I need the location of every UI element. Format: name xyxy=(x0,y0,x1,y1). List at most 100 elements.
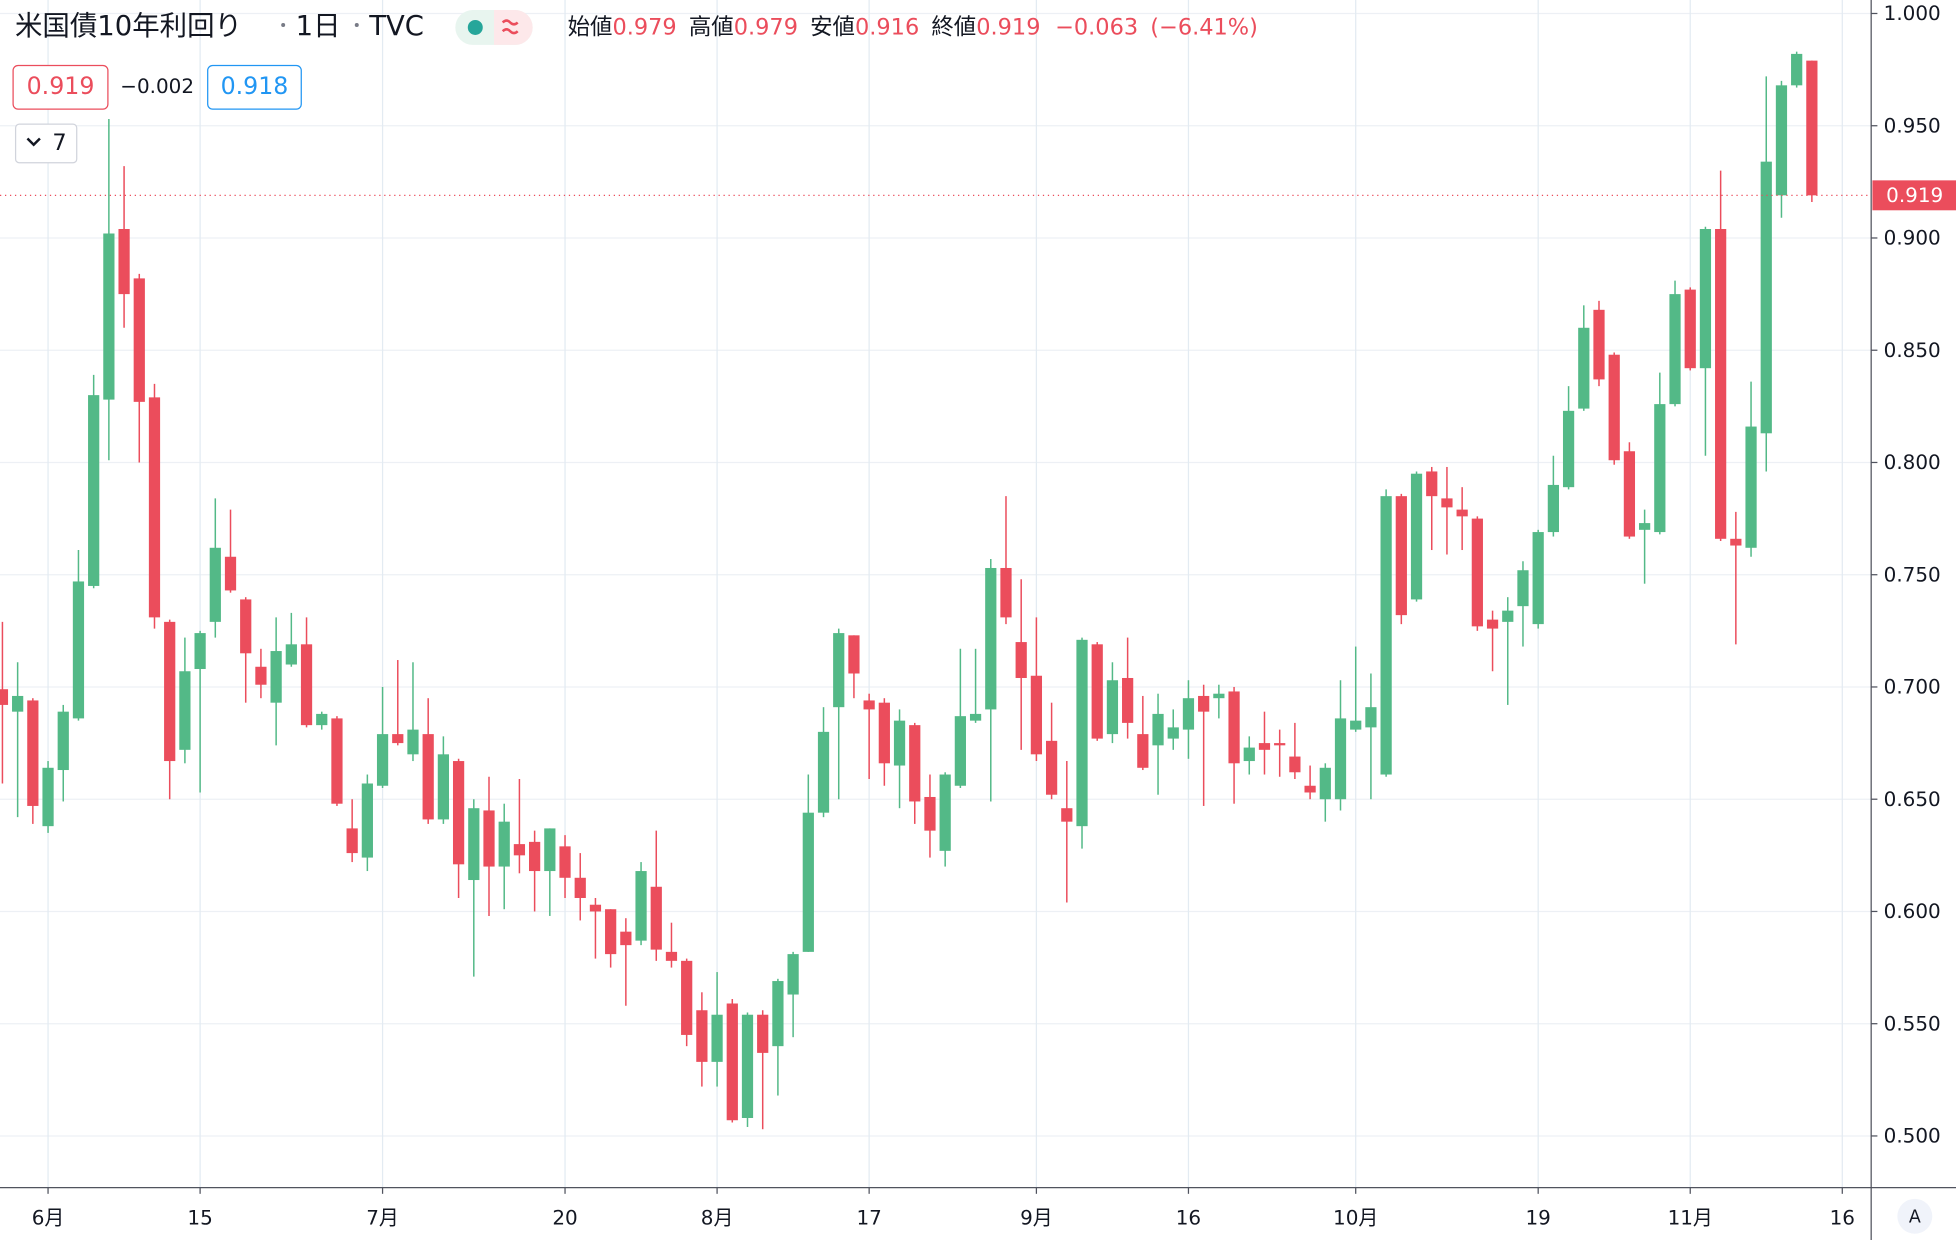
candle-body xyxy=(1319,767,1331,800)
candle-body xyxy=(741,1014,754,1118)
candle-body xyxy=(118,229,130,295)
candle-body xyxy=(848,635,860,674)
candle-body xyxy=(164,621,176,762)
y-tick-label: 0.650 xyxy=(1884,787,1941,811)
candle-body xyxy=(665,951,678,961)
candle-body xyxy=(1426,471,1438,497)
candle-body xyxy=(939,774,951,851)
auto-scale-button[interactable]: A xyxy=(1897,1198,1933,1234)
last-price-label: 0.919 xyxy=(1886,183,1943,207)
candle-body xyxy=(1760,161,1772,434)
ohlc-legend: 始値0.979 高値0.979 安値0.916 終値0.919 −0.063 (… xyxy=(568,14,1258,40)
candle-body xyxy=(1365,707,1377,728)
status-pill[interactable] xyxy=(455,9,533,45)
candle-body xyxy=(817,731,830,813)
market-dot xyxy=(467,19,483,35)
candle-body xyxy=(1076,639,1088,827)
candle-body xyxy=(1654,404,1666,533)
indicators-toggle[interactable]: 7 xyxy=(14,123,78,164)
ask: 0.918 xyxy=(221,72,289,100)
candle-body xyxy=(57,711,69,771)
candle-body xyxy=(909,725,921,802)
candle-body xyxy=(969,713,982,721)
candle-body xyxy=(1091,644,1103,739)
candle-body xyxy=(452,761,465,865)
candle-body xyxy=(1410,473,1423,600)
y-tick-label: 0.950 xyxy=(1884,113,1941,137)
candle-body xyxy=(1137,734,1149,768)
candle-body xyxy=(316,713,328,726)
interval: 1日 xyxy=(296,11,341,42)
candle-body xyxy=(240,599,252,654)
y-tick-label: 0.850 xyxy=(1884,338,1941,362)
candle-body xyxy=(787,954,799,995)
candle-body xyxy=(1456,509,1468,517)
buy-box xyxy=(207,64,302,110)
candle-body xyxy=(605,909,617,955)
candle-body xyxy=(1045,740,1058,795)
candle-body xyxy=(589,904,602,912)
candle-body xyxy=(133,278,145,402)
candle-body xyxy=(1152,713,1164,746)
candle-body xyxy=(42,767,54,827)
source: TVC xyxy=(368,11,424,42)
candle-body xyxy=(1228,691,1240,764)
candle-body xyxy=(650,886,662,950)
candle-body xyxy=(498,821,510,867)
pill-bg-right xyxy=(493,9,533,45)
candle-body xyxy=(559,846,571,878)
grid xyxy=(0,0,1872,1188)
candle-body xyxy=(1791,53,1803,86)
candle-body xyxy=(361,783,373,858)
candle-body xyxy=(376,734,389,786)
candle-body xyxy=(1669,294,1681,405)
candle-body xyxy=(12,695,24,712)
candle-body xyxy=(1486,619,1499,629)
candle-body xyxy=(985,567,997,710)
candle-body xyxy=(1289,756,1301,773)
high-value: 0.979 xyxy=(734,14,798,40)
sell-button[interactable]: 0.919 xyxy=(12,64,109,110)
candle-body xyxy=(1213,693,1225,699)
auto-scale-label: A xyxy=(1909,1208,1921,1228)
candle-body xyxy=(194,633,206,670)
candle-body xyxy=(833,633,845,708)
candle-body xyxy=(255,666,267,685)
candle-body xyxy=(1304,785,1316,793)
last-price-box xyxy=(1872,180,1956,211)
candle-body xyxy=(1167,727,1179,739)
x-tick-label: 6月 xyxy=(32,1205,65,1229)
candle-body xyxy=(1745,426,1757,548)
candle-body xyxy=(1030,675,1043,755)
candle-body xyxy=(1623,451,1636,537)
candle-body xyxy=(224,556,237,591)
candle-body xyxy=(1000,567,1012,618)
candle-body xyxy=(270,651,282,703)
candle-body xyxy=(1243,747,1255,762)
candle-body xyxy=(620,931,632,946)
candle-body xyxy=(407,729,419,755)
x-tick-label: 16 xyxy=(1176,1205,1201,1229)
y-tick-label: 0.550 xyxy=(1884,1011,1941,1035)
candle-body xyxy=(1608,354,1620,461)
candle-body xyxy=(88,395,100,586)
candle-body xyxy=(1593,309,1605,380)
candle-body xyxy=(1395,496,1407,616)
candle-body xyxy=(300,644,313,726)
y-tick-label: 0.500 xyxy=(1884,1124,1941,1148)
chevron xyxy=(26,137,41,147)
y-tick-label: 0.700 xyxy=(1884,675,1941,699)
candle-body xyxy=(1502,610,1514,622)
y-tick-label: 1.000 xyxy=(1884,1,1941,25)
buy-button[interactable]: 0.918 xyxy=(207,64,302,110)
spread: −0.002 xyxy=(120,74,194,98)
x-tick-label: 7月 xyxy=(366,1205,399,1229)
candle-body xyxy=(1562,410,1575,488)
candle-body xyxy=(1198,695,1210,712)
candle-body xyxy=(1106,680,1119,735)
candle-body xyxy=(1715,229,1727,539)
close-value: 0.919 xyxy=(976,14,1040,40)
candle-body xyxy=(681,960,693,1035)
candle-body xyxy=(878,702,890,764)
candle-body xyxy=(635,871,647,941)
